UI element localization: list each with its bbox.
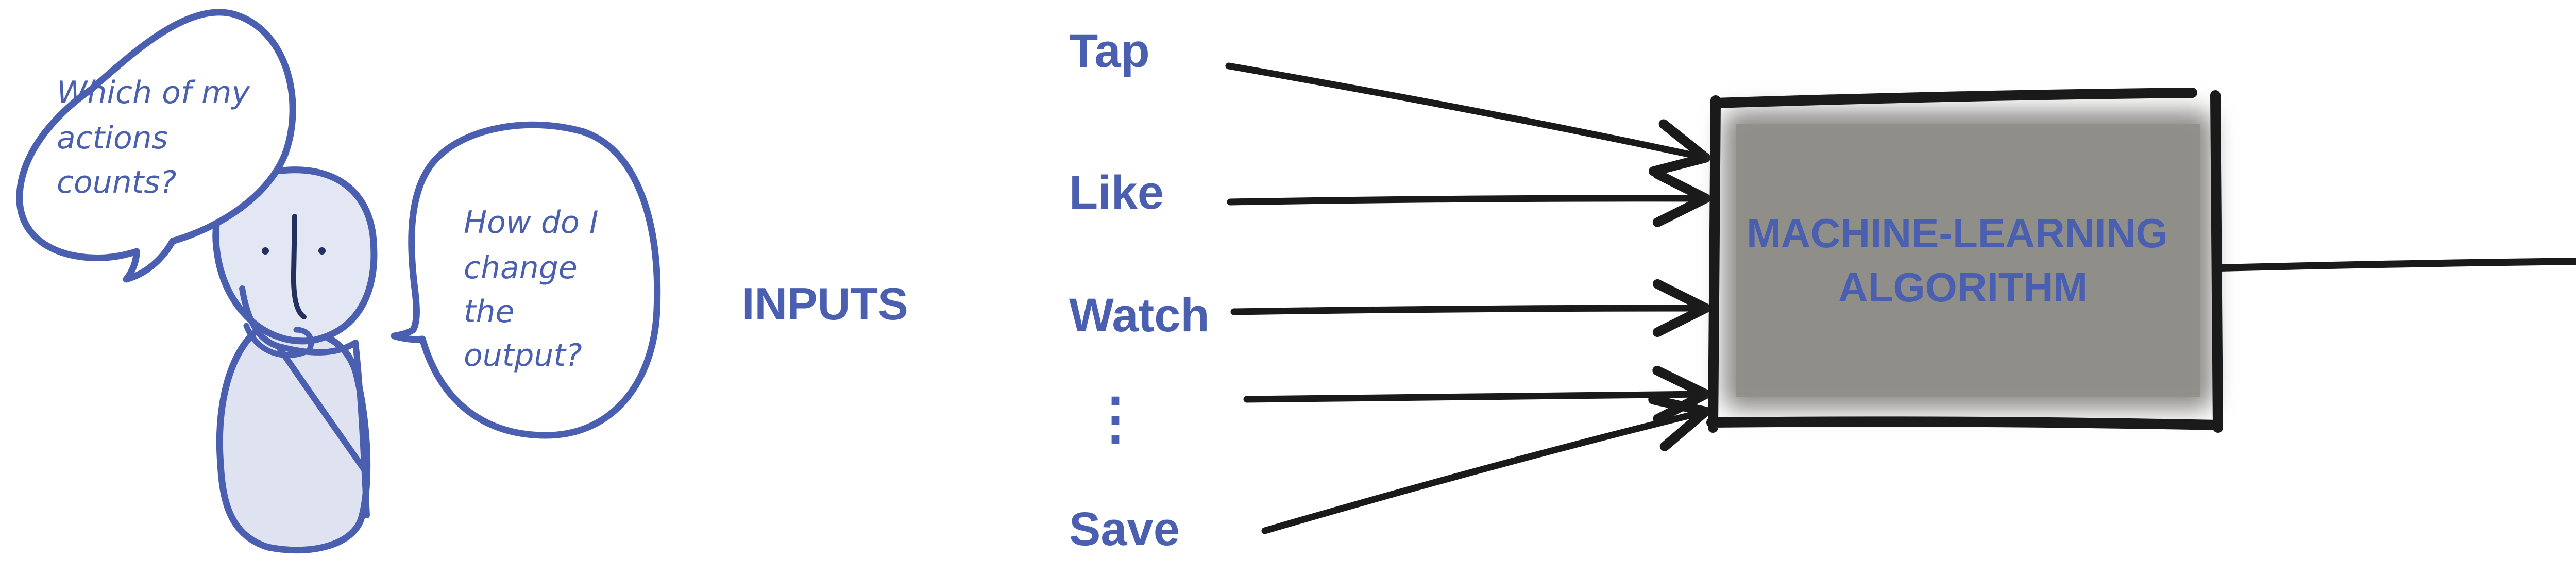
input-label-watch: Watch [1069, 289, 1210, 342]
input-arrow-like [1227, 169, 1711, 227]
input-arrow-tap [1225, 62, 1711, 176]
input-arrow-ellipsis [1243, 365, 1711, 424]
speech-bubble-right-line: output? [464, 337, 582, 374]
speech-bubble-right-outline [391, 121, 661, 439]
ml-box-label: MACHINE-LEARNING ALGORITHM [1747, 210, 2179, 310]
speech-bubble-left-line: actions [57, 120, 168, 156]
speech-bubble-right-line: the [464, 294, 514, 330]
speech-bubble-right-text: How do I change the output? [464, 205, 608, 374]
speech-bubble-left-line: Which of my [57, 75, 250, 111]
person-arm [239, 285, 370, 518]
person-right-eye [318, 247, 326, 255]
person-left-eye [262, 247, 269, 255]
input-label-ellipsis: ⋮ [1087, 387, 1144, 450]
speech-bubble-left-outline [16, 9, 296, 283]
person-hand [243, 323, 314, 358]
ml-box-label-line: MACHINE-LEARNING [1747, 210, 2168, 256]
speech-bubble-right: How do I change the output? [391, 121, 661, 439]
input-arrows [1225, 62, 1711, 534]
input-arrow-watch [1230, 279, 1711, 337]
inputs-heading: INPUTS [742, 278, 908, 329]
person-nose [291, 214, 307, 319]
input-labels: Tap Like Watch ⋮ Save [1069, 25, 1210, 555]
output-arrow [2217, 258, 2576, 272]
thinking-person-figure [212, 166, 378, 554]
ml-box-label-line: ALGORITHM [1838, 264, 2088, 310]
input-label-tap: Tap [1069, 25, 1150, 77]
ml-box-fill-core [1736, 124, 2200, 397]
ml-algorithm-box: MACHINE-LEARNING ALGORITHM [1706, 88, 2223, 433]
speech-bubble-right-line: How do I [464, 205, 599, 241]
speech-bubble-left: Which of my actions counts? [16, 9, 296, 283]
ml-box-outline [1706, 88, 2223, 433]
person-body [216, 326, 371, 554]
speech-bubble-left-text: Which of my actions counts? [57, 75, 260, 200]
speech-bubble-right-line: change [464, 250, 578, 286]
input-label-save: Save [1069, 503, 1180, 555]
input-arrow-save [1261, 395, 1711, 534]
speech-bubble-left-line: counts? [57, 164, 176, 200]
input-label-like: Like [1069, 166, 1164, 219]
